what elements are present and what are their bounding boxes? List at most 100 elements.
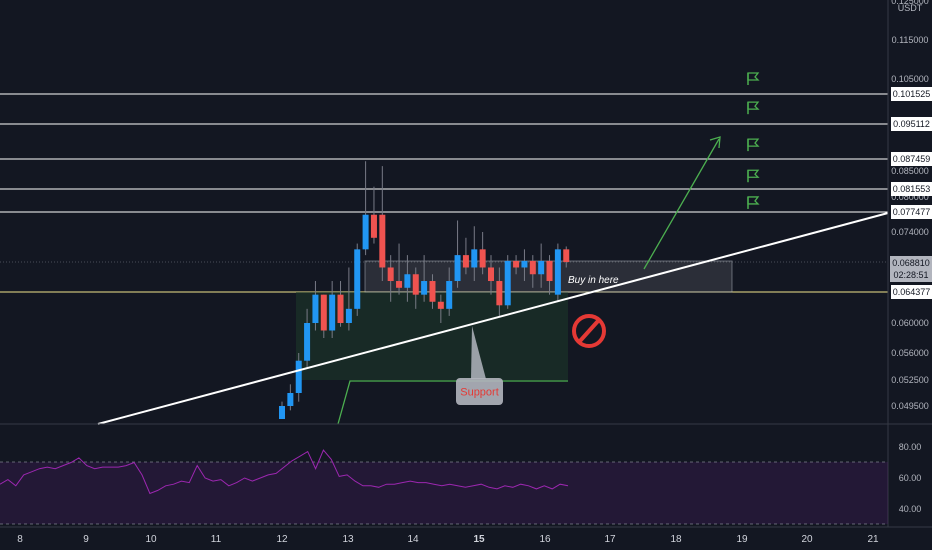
price-tick-label: 0.060000 (891, 318, 929, 328)
candle-body (554, 249, 561, 295)
candle (370, 186, 377, 244)
support-callout: Support (456, 326, 503, 405)
price-tags: 0.101525 0.095112 0.087459 0.081553 0.077477… (891, 87, 932, 299)
date-tick-label: 10 (145, 534, 157, 545)
current-price-tag: 0.068810 02:28:51 (890, 256, 932, 282)
date-tick-label: 14 (407, 534, 419, 545)
candle (446, 267, 453, 316)
candle-body (312, 294, 319, 323)
candle-body (287, 393, 294, 406)
candle (279, 401, 285, 419)
candle-body (337, 294, 344, 323)
candle-body (521, 260, 528, 268)
price-level-label: 0.077477 (893, 207, 931, 217)
candle (454, 220, 461, 288)
candle-body (345, 308, 352, 323)
rsi-band (0, 462, 888, 524)
price-level-tag: 0.077477 (891, 205, 932, 219)
price-level-tag: 0.081553 (891, 182, 932, 196)
price-tick-label: 0.049500 (891, 401, 929, 411)
candle (504, 255, 511, 309)
date-tick-label: 8 (17, 534, 23, 545)
candle-body (329, 294, 336, 331)
candle-body (513, 260, 520, 268)
date-tick-label: 13 (342, 534, 354, 545)
price-level-label: 0.081553 (893, 184, 931, 194)
price-level-label: 0.087459 (893, 154, 931, 164)
candle (496, 267, 503, 316)
date-tick-label: 19 (736, 534, 748, 545)
price-tick-label: 0.056000 (891, 348, 929, 358)
candle-body (279, 406, 285, 419)
buy-zone-label: Buy in here (568, 275, 619, 286)
candle (554, 243, 561, 302)
flag-icon (747, 138, 760, 152)
date-tick-label: 20 (801, 534, 813, 545)
candle (462, 237, 469, 275)
bar-countdown: 02:28:51 (893, 270, 928, 280)
price-tick-label: 0.125000 (891, 0, 929, 6)
target-flags (747, 72, 760, 209)
date-tick-label: 21 (867, 534, 879, 545)
candle (379, 166, 386, 282)
candle-body (362, 214, 369, 250)
candle (320, 294, 327, 338)
candle-body (295, 360, 302, 393)
support-label: Support (460, 387, 499, 399)
candle-body (320, 294, 327, 331)
candle (546, 255, 553, 295)
candle-body (496, 281, 503, 306)
price-level-tag: 0.101525 (891, 87, 932, 101)
price-axis: 0.115000 0.105000 0.085000 0.080000 0.074000… (891, 0, 929, 411)
candle-body (538, 260, 545, 275)
candle (287, 384, 294, 411)
candlestick-series (279, 161, 570, 419)
price-level-tag: 0.087459 (891, 152, 932, 166)
price-level-label: 0.064377 (893, 287, 931, 297)
candle-body (379, 214, 386, 268)
candle-body (563, 249, 570, 263)
rsi-axis: 80.00 60.00 40.00 (899, 442, 922, 514)
date-tick-label: 16 (539, 534, 551, 545)
candle-body (387, 267, 394, 282)
candle (521, 249, 528, 282)
current-price: 0.068810 (892, 258, 930, 268)
candle-body (396, 281, 403, 288)
rsi-pane: 80.00 60.00 40.00 (0, 442, 922, 525)
ascending-trendline[interactable] (97, 212, 889, 425)
candle (471, 226, 478, 282)
candle (488, 255, 494, 295)
stop-sign-icon (572, 314, 606, 348)
candle-body (546, 260, 553, 282)
date-tick-label: 18 (670, 534, 682, 545)
flag-icon (747, 72, 760, 85)
candle-body (454, 255, 461, 282)
candle-body (471, 249, 478, 268)
candle (329, 281, 336, 338)
candle (421, 255, 428, 302)
target-arrow[interactable] (643, 136, 721, 270)
rsi-tick-label: 60.00 (899, 473, 922, 483)
flag-icon (747, 196, 760, 209)
candle (345, 267, 352, 331)
price-level-tag: 0.095112 (891, 117, 932, 131)
candle (529, 255, 536, 288)
rsi-tick-label: 40.00 (899, 504, 922, 514)
price-tick-label: 0.085000 (891, 166, 929, 176)
candle-body (304, 323, 311, 361)
candle (312, 281, 319, 331)
candle-body (437, 301, 444, 309)
rsi-tick-label: 80.00 (899, 442, 922, 452)
candle-body (529, 260, 536, 275)
date-tick-label: 9 (83, 534, 89, 545)
candle (387, 255, 394, 302)
price-tick-label: 0.074000 (891, 227, 929, 237)
flag-icon (747, 101, 760, 115)
candle (354, 243, 361, 316)
price-tick-label: 0.052500 (891, 375, 929, 385)
candle (412, 267, 419, 309)
candle (437, 294, 444, 323)
candle-body (504, 260, 511, 306)
candle (295, 353, 302, 402)
